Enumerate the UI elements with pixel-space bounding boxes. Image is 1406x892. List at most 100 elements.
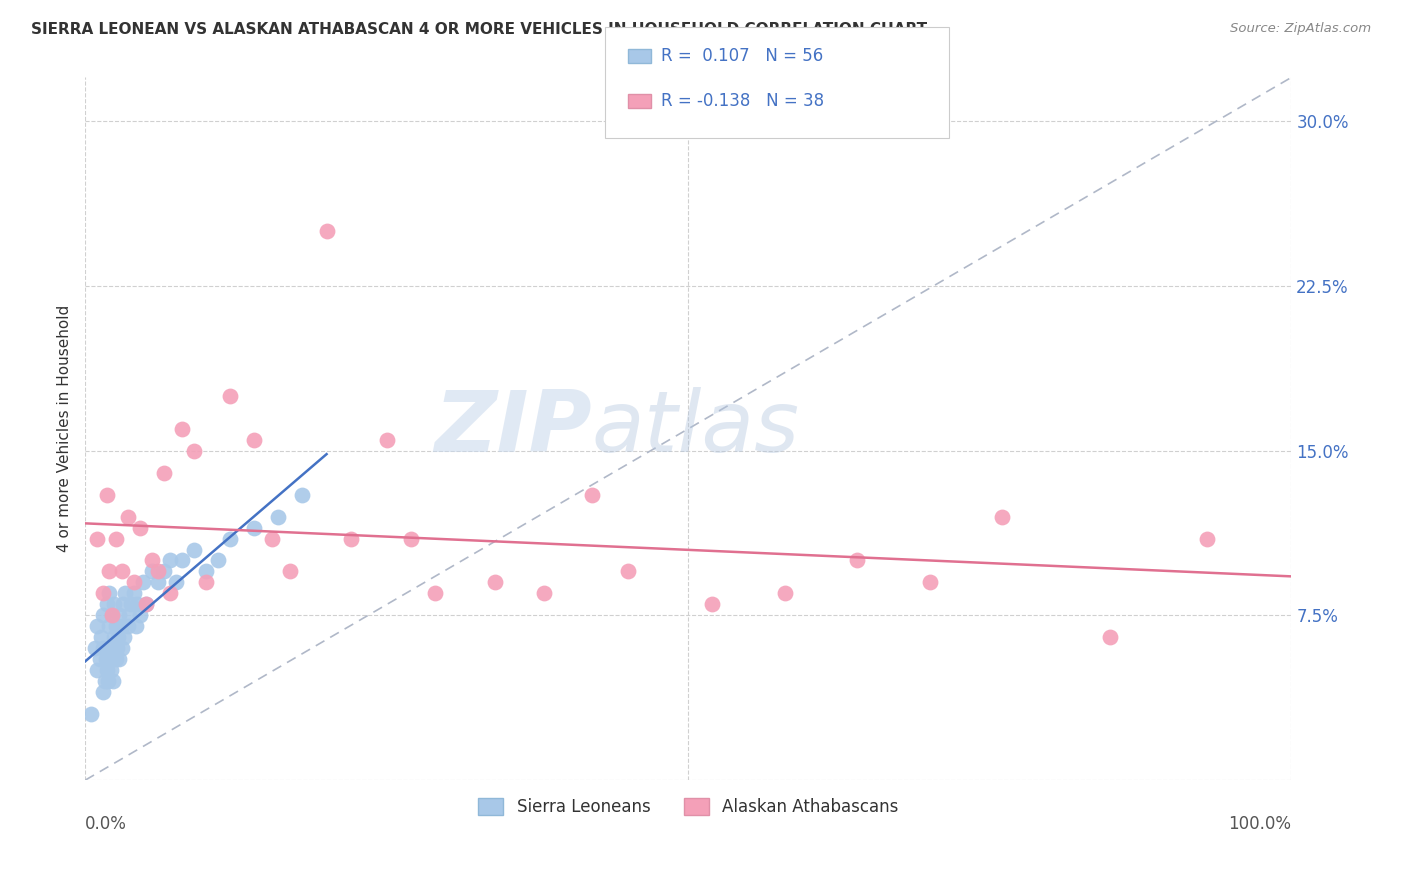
Point — [243, 433, 266, 447]
Point — [104, 652, 127, 666]
Point — [135, 598, 157, 612]
Point — [120, 598, 142, 612]
Point — [152, 565, 174, 579]
Point — [93, 608, 115, 623]
Point — [112, 631, 135, 645]
Point — [159, 586, 181, 600]
Point — [114, 586, 136, 600]
Point — [702, 598, 724, 612]
Point — [918, 575, 941, 590]
Point — [108, 608, 131, 623]
Point — [101, 608, 124, 623]
Point — [101, 652, 124, 666]
Text: R = -0.138   N = 38: R = -0.138 N = 38 — [661, 92, 824, 110]
Point — [159, 553, 181, 567]
Point — [291, 488, 314, 502]
Point — [128, 608, 150, 623]
Point — [128, 520, 150, 534]
Point — [170, 553, 193, 567]
Legend: Sierra Leoneans, Alaskan Athabascans: Sierra Leoneans, Alaskan Athabascans — [470, 789, 907, 824]
Point — [107, 631, 129, 645]
Point — [98, 565, 121, 579]
Point — [262, 532, 284, 546]
Point — [152, 466, 174, 480]
Point — [96, 598, 118, 612]
Text: 0.0%: 0.0% — [86, 815, 128, 833]
Point — [86, 663, 108, 677]
Text: R =  0.107   N = 56: R = 0.107 N = 56 — [661, 47, 823, 65]
Point — [94, 652, 117, 666]
Point — [399, 532, 422, 546]
Text: 100.0%: 100.0% — [1229, 815, 1291, 833]
Point — [132, 575, 155, 590]
Point — [86, 619, 108, 633]
Point — [170, 422, 193, 436]
Point — [96, 663, 118, 677]
Point — [105, 641, 128, 656]
Point — [1195, 532, 1218, 546]
Point — [93, 674, 115, 689]
Point — [98, 641, 121, 656]
Point — [183, 443, 205, 458]
Point — [103, 631, 125, 645]
Y-axis label: 4 or more Vehicles in Household: 4 or more Vehicles in Household — [58, 305, 72, 552]
Point — [423, 586, 446, 600]
Point — [117, 619, 139, 633]
Point — [122, 575, 145, 590]
Text: Source: ZipAtlas.com: Source: ZipAtlas.com — [1230, 22, 1371, 36]
Point — [118, 608, 141, 623]
Point — [93, 641, 115, 656]
Point — [100, 663, 122, 677]
Point — [101, 674, 124, 689]
Point — [146, 575, 169, 590]
Point — [267, 509, 290, 524]
Point — [141, 565, 163, 579]
Text: SIERRA LEONEAN VS ALASKAN ATHABASCAN 4 OR MORE VEHICLES IN HOUSEHOLD CORRELATION: SIERRA LEONEAN VS ALASKAN ATHABASCAN 4 O… — [31, 22, 927, 37]
Point — [86, 532, 108, 546]
Point — [773, 586, 796, 600]
Point — [581, 488, 603, 502]
Point — [146, 565, 169, 579]
Point — [97, 674, 120, 689]
Point — [194, 565, 217, 579]
Point — [846, 553, 869, 567]
Point — [103, 598, 125, 612]
Point — [135, 598, 157, 612]
Point — [96, 488, 118, 502]
Point — [117, 509, 139, 524]
Point — [165, 575, 187, 590]
Point — [93, 685, 115, 699]
Point — [111, 598, 134, 612]
Point — [484, 575, 506, 590]
Point — [110, 641, 132, 656]
Point — [141, 553, 163, 567]
Point — [93, 586, 115, 600]
Point — [84, 641, 107, 656]
Point — [339, 532, 361, 546]
Text: ZIP: ZIP — [434, 387, 592, 470]
Point — [243, 520, 266, 534]
Text: atlas: atlas — [592, 387, 800, 470]
Point — [219, 532, 242, 546]
Point — [127, 598, 149, 612]
Point — [1099, 631, 1122, 645]
Point — [101, 608, 124, 623]
Point — [104, 619, 127, 633]
Point — [122, 586, 145, 600]
Point — [110, 565, 132, 579]
Point — [194, 575, 217, 590]
Point — [80, 707, 103, 722]
Point — [183, 542, 205, 557]
Point — [280, 565, 302, 579]
Point — [617, 565, 640, 579]
Point — [98, 586, 121, 600]
Point — [533, 586, 555, 600]
Point — [110, 619, 132, 633]
Point — [991, 509, 1014, 524]
Point — [125, 619, 148, 633]
Point — [375, 433, 398, 447]
Point — [108, 652, 131, 666]
Point — [104, 532, 127, 546]
Point — [98, 619, 121, 633]
Point — [219, 389, 242, 403]
